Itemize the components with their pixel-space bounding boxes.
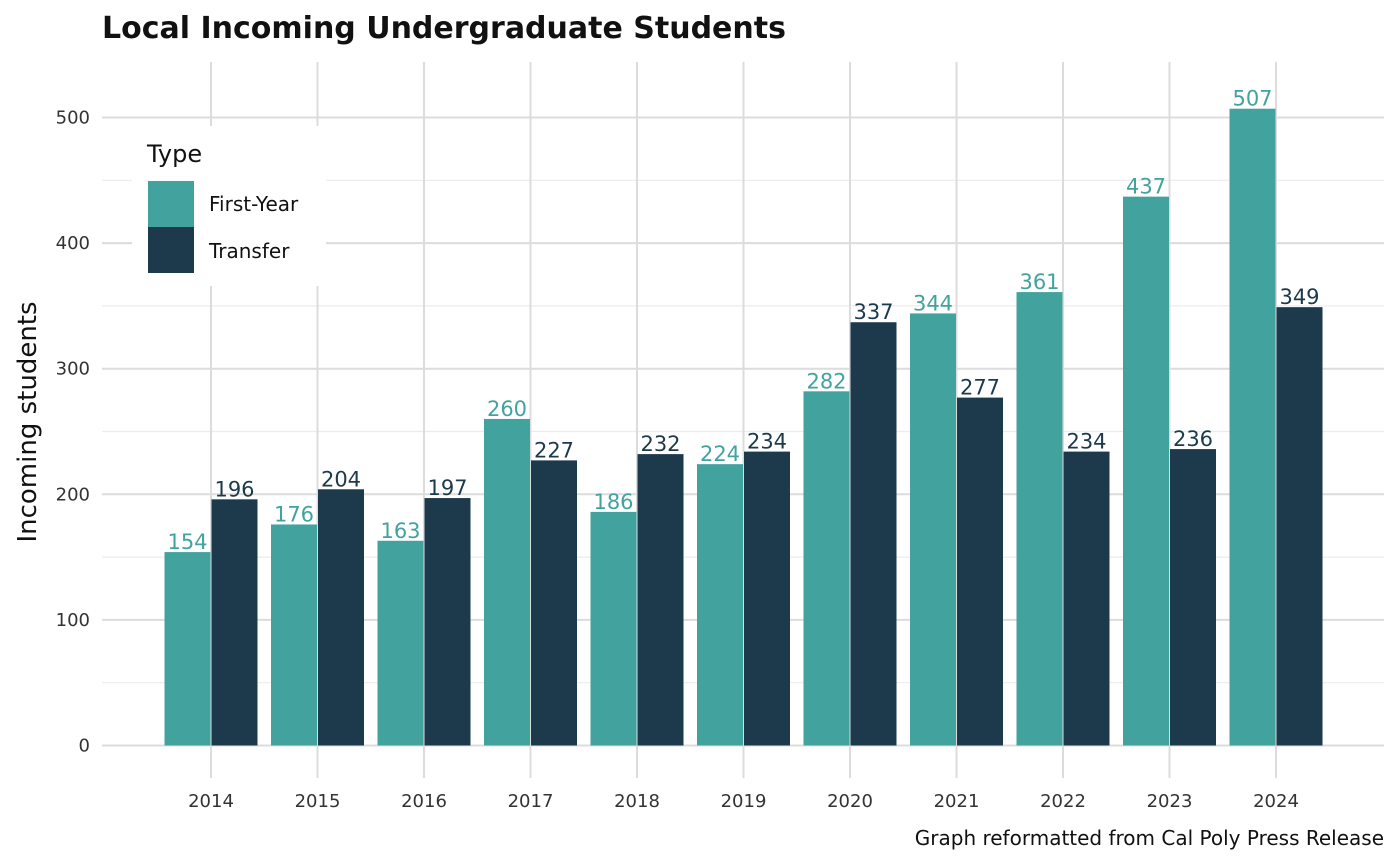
y-axis-ticks: 0 100 200 300 400 500	[56, 108, 90, 757]
data-labels: 154 196 176 204 163 197 260 227 186 232 224 234 282 3…	[167, 87, 1319, 554]
bar-transfer-2019	[744, 451, 790, 746]
data-label-transfer-2020: 337	[853, 300, 893, 324]
y-tick-label: 100	[56, 610, 90, 631]
data-label-transfer-2021: 277	[960, 376, 1000, 400]
chart-title: Local Incoming Undergraduate Students	[102, 11, 786, 46]
y-tick-label: 0	[79, 736, 90, 757]
data-label-first-year-2019: 224	[700, 442, 740, 466]
data-label-first-year-2014: 154	[167, 530, 207, 554]
x-tick-label: 2022	[1040, 791, 1086, 812]
bar-first-year-2024	[1229, 108, 1276, 746]
bar-first-year-2020	[803, 391, 850, 746]
bar-first-year-2014	[164, 552, 211, 746]
x-tick-label: 2017	[508, 791, 554, 812]
x-tick-label: 2019	[721, 791, 767, 812]
legend-label-transfer: Transfer	[208, 239, 290, 263]
data-label-transfer-2019: 234	[747, 430, 787, 454]
bar-transfer-2023	[1170, 449, 1216, 746]
x-tick-label: 2023	[1147, 791, 1193, 812]
bar-transfer-2014	[211, 499, 258, 746]
bar-first-year-2022	[1016, 292, 1063, 746]
bar-first-year-2016	[377, 540, 424, 746]
data-label-transfer-2017: 227	[534, 438, 574, 462]
data-label-transfer-2014: 196	[214, 477, 254, 501]
data-label-transfer-2023: 236	[1173, 427, 1213, 451]
y-tick-label: 400	[56, 233, 90, 254]
x-tick-label: 2018	[614, 791, 660, 812]
data-label-first-year-2016: 163	[380, 519, 420, 543]
data-label-transfer-2022: 234	[1066, 430, 1106, 454]
data-label-first-year-2020: 282	[806, 369, 846, 393]
legend-label-first-year: First-Year	[209, 192, 299, 216]
bars	[164, 108, 1323, 746]
bar-transfer-2024	[1276, 307, 1323, 746]
bar-first-year-2023	[1123, 196, 1169, 746]
data-label-transfer-2016: 197	[427, 476, 467, 500]
data-label-first-year-2017: 260	[487, 397, 527, 421]
x-tick-label: 2020	[827, 791, 873, 812]
chart-caption: Graph reformatted from Cal Poly Press Re…	[915, 826, 1384, 850]
bar-transfer-2020	[850, 322, 897, 746]
bar-transfer-2016	[424, 498, 471, 746]
data-label-first-year-2018: 186	[593, 490, 633, 514]
bar-transfer-2021	[957, 397, 1003, 746]
data-label-first-year-2021: 344	[913, 291, 953, 315]
data-label-first-year-2015: 176	[274, 502, 314, 526]
legend-title: Type	[146, 140, 202, 168]
bar-transfer-2017	[531, 460, 577, 746]
bar-first-year-2017	[484, 418, 530, 746]
bar-first-year-2018	[590, 511, 637, 746]
bar-transfer-2018	[637, 454, 684, 746]
bar-transfer-2022	[1063, 451, 1110, 746]
y-axis-label: Incoming students	[13, 301, 43, 542]
data-label-transfer-2015: 204	[321, 467, 361, 491]
x-tick-label: 2015	[295, 791, 341, 812]
legend-key-transfer	[148, 227, 194, 273]
data-label-first-year-2024: 507	[1232, 87, 1272, 111]
bar-first-year-2015	[271, 524, 317, 746]
x-tick-label: 2021	[934, 791, 980, 812]
x-tick-label: 2014	[188, 791, 234, 812]
x-axis-ticks: 2014 2015 2016 2017 2018 2019 2020 2021 2022 2023…	[188, 791, 1299, 812]
data-label-transfer-2018: 232	[640, 432, 680, 456]
data-label-first-year-2023: 437	[1126, 175, 1166, 199]
data-label-transfer-2024: 349	[1279, 285, 1319, 309]
bar-first-year-2019	[697, 464, 743, 746]
data-label-first-year-2022: 361	[1019, 270, 1059, 294]
x-tick-label: 2024	[1253, 791, 1299, 812]
legend-key-first-year	[148, 181, 194, 227]
legend: Type First-Year Transfer	[132, 126, 326, 286]
y-tick-label: 200	[56, 484, 90, 505]
x-tick-label: 2016	[401, 791, 447, 812]
y-tick-label: 300	[56, 359, 90, 380]
bar-first-year-2021	[910, 313, 956, 746]
y-tick-label: 500	[56, 108, 90, 129]
bar-transfer-2015	[318, 489, 364, 746]
